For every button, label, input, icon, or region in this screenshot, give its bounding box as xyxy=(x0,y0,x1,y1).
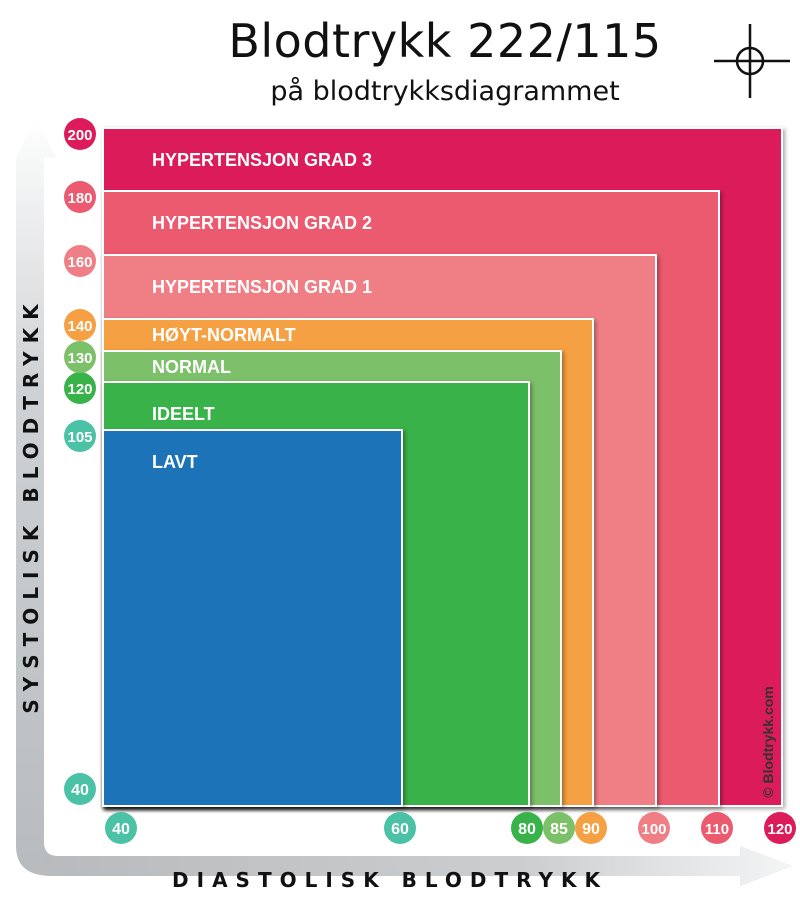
x-tick-40-label: 40 xyxy=(112,821,130,838)
y-tick-160-badge xyxy=(64,245,96,277)
y-tick-40-badge xyxy=(64,773,96,805)
x-tick-85-badge xyxy=(543,812,575,844)
axis-arrows xyxy=(16,116,792,886)
x-axis-arrow xyxy=(44,846,792,886)
chart-subtitle: på blodtrykksdiagrammet xyxy=(270,76,620,107)
zone-label: HØYT-NORMALT xyxy=(152,325,296,345)
y-tick-120-badge xyxy=(64,372,96,404)
x-tick-60-label: 60 xyxy=(391,821,409,838)
zone-label: HYPERTENSJON GRAD 3 xyxy=(152,150,372,170)
x-tick-110-badge xyxy=(701,812,733,844)
zone-rects xyxy=(102,127,783,807)
zone-label: NORMAL xyxy=(152,357,231,377)
zone-label: IDEELT xyxy=(152,404,215,424)
chart-title: Blodtrykk 222/115 xyxy=(228,14,662,68)
crosshair-icon xyxy=(714,24,790,98)
zone-labels: HYPERTENSJON GRAD 3 HYPERTENSJON GRAD 2 HY… xyxy=(152,150,372,472)
y-tick-40-label: 40 xyxy=(71,782,89,799)
y-tick-120-label: 120 xyxy=(67,381,92,398)
x-tick-90-badge xyxy=(575,812,607,844)
y-axis-ticks: 40 105 120 130 140 160 180 200 xyxy=(64,118,96,805)
y-tick-105-badge xyxy=(64,420,96,452)
x-tick-85-label: 85 xyxy=(550,821,568,838)
zone-lavt xyxy=(102,429,403,807)
y-tick-200-badge xyxy=(64,118,96,150)
y-tick-180-badge xyxy=(64,181,96,213)
y-tick-200-label: 200 xyxy=(67,127,92,144)
y-tick-105-label: 105 xyxy=(67,429,92,446)
x-tick-120-badge xyxy=(764,812,796,844)
x-tick-90-label: 90 xyxy=(582,821,600,838)
y-tick-160-label: 160 xyxy=(67,254,92,271)
zone-label: HYPERTENSJON GRAD 2 xyxy=(152,213,372,233)
x-tick-120-label: 120 xyxy=(767,821,792,838)
y-tick-140-badge xyxy=(64,309,96,341)
x-axis-ticks: 40 60 80 85 90 100 110 120 xyxy=(105,812,796,844)
y-tick-130-badge xyxy=(64,341,96,373)
x-tick-100-badge xyxy=(638,812,670,844)
x-axis-label: DIASTOLISK BLODTRYKK xyxy=(172,868,608,892)
x-tick-100-label: 100 xyxy=(641,821,666,838)
x-tick-80-badge xyxy=(511,812,543,844)
x-tick-80-label: 80 xyxy=(518,821,536,838)
zone-label: LAVT xyxy=(152,452,198,472)
x-tick-40-badge xyxy=(105,812,137,844)
y-tick-130-label: 130 xyxy=(67,350,92,367)
y-axis-label: SYSTOLISK BLODTRYKK xyxy=(19,296,43,713)
y-tick-180-label: 180 xyxy=(67,190,92,207)
watermark: © Blodtrykk.com xyxy=(760,686,776,797)
x-tick-60-badge xyxy=(384,812,416,844)
x-tick-110-label: 110 xyxy=(705,821,729,838)
zone-label: HYPERTENSJON GRAD 1 xyxy=(152,277,372,297)
y-tick-140-label: 140 xyxy=(67,318,92,335)
